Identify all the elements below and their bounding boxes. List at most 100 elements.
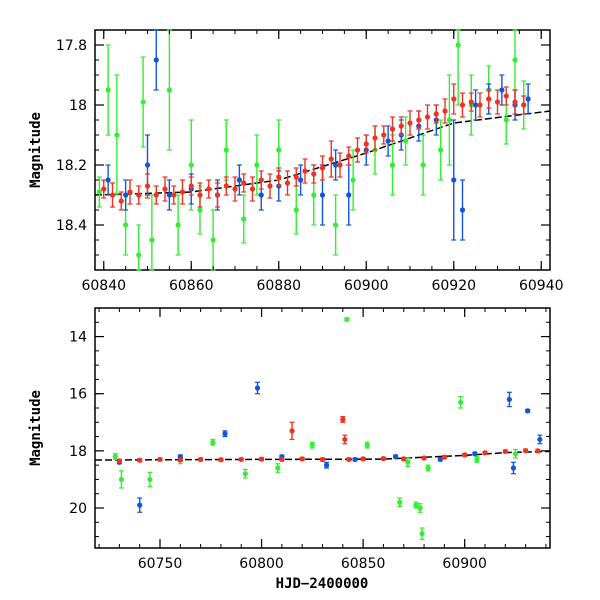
bottom-series-2-point-13 [342,434,348,445]
data-point-marker [512,99,518,105]
data-point-marker [389,162,396,168]
data-point-marker [346,456,352,463]
bottom-series-2-point-5 [218,457,224,463]
top-series-1-point-15 [385,125,391,157]
data-point-marker [512,57,518,63]
data-point-marker [114,132,120,138]
top-series-1-point-3 [153,29,159,91]
data-point-marker [319,165,326,171]
data-point-marker [218,457,224,463]
top-series-2-point-36 [416,110,422,130]
data-point-marker [385,138,391,144]
top-series-2-point-27 [337,152,343,178]
data-point-marker [149,237,155,243]
bottom-series-1-point-7 [352,456,358,463]
top-series-0-point-19 [350,149,356,211]
top-series-2-point-32 [381,125,387,145]
data-point-marker [140,99,146,105]
data-point-marker [416,117,422,123]
bottom-series-0-point-18 [512,448,519,459]
top-series-2-point-33 [389,116,396,142]
data-point-marker [175,222,181,228]
top-series-0-point-21 [389,134,396,196]
data-point-marker [309,442,315,448]
data-point-marker [166,87,172,93]
data-point-marker [328,156,334,162]
bottom-series-0-point-13 [417,503,423,513]
data-point-marker [506,396,512,403]
data-point-marker [101,186,107,192]
bottom-series-0-point-14 [419,527,425,541]
data-point-marker [474,456,480,463]
data-point-marker [241,216,247,222]
data-point-marker [446,117,452,123]
bottom-series-2-point-17 [401,456,407,462]
bottom-series-2-point-23 [523,447,529,454]
top-series-2-point-16 [241,173,247,193]
y-tick-label: 18.4 [56,218,87,234]
data-point-marker [344,316,350,323]
data-point-marker [472,451,478,457]
data-point-marker [293,207,299,213]
data-point-marker [451,177,457,183]
data-point-marker [512,451,519,457]
data-point-marker [433,111,439,117]
top-series-2-point-24 [311,164,317,184]
data-point-marker [147,476,153,483]
top-series-0-point-14 [254,134,260,196]
data-point-marker [197,192,203,198]
data-point-marker [401,456,407,462]
y-tick-label: 17.8 [56,38,87,54]
data-point-marker [279,456,285,463]
data-point-marker [118,476,125,483]
top-series-2-point-31 [372,125,378,151]
bottom-series-2-point-2 [157,456,163,463]
top-series-1-point-7 [236,164,242,196]
bottom-series-0-point-8 [344,316,350,323]
top-series-2-point-44 [486,89,492,109]
bottom-series-2-point-11 [319,456,326,463]
bottom-panel: 60750 60800 60850 60900 14 16 18 20 Magnitude H… [28,307,551,592]
top-series-2-point-22 [293,167,299,187]
data-point-marker [437,456,443,463]
top-series-1-point-4 [166,179,172,211]
bottom-series-1-point-11 [506,391,512,408]
data-point-marker [398,123,404,129]
top-points-layer [96,29,531,271]
data-point-marker [333,162,339,168]
data-point-marker [166,192,172,198]
data-point-marker [535,448,541,454]
data-point-marker [417,505,423,511]
data-point-marker [276,147,282,153]
data-point-marker [397,499,403,505]
top-series-2-point-0 [101,179,107,199]
data-point-marker [144,183,151,189]
data-point-marker [473,102,479,108]
top-series-0-point-4 [136,224,142,271]
data-point-marker [136,252,142,258]
bottom-series-0-point-6 [275,463,281,473]
data-point-marker [289,428,295,434]
data-point-marker [293,174,299,180]
data-point-marker [425,465,431,471]
top-series-2-point-35 [407,110,413,136]
top-series-2-point-28 [346,146,352,166]
data-point-marker [537,436,543,443]
data-point-marker [354,147,361,153]
data-point-marker [523,447,529,454]
data-point-marker [109,192,116,198]
bottom-series-2-point-21 [482,450,488,456]
top-series-2-point-21 [284,170,291,196]
bottom-series-2-point-12 [340,415,346,423]
data-point-marker [333,222,339,228]
data-point-marker [350,177,356,183]
data-point-marker [123,222,129,228]
data-point-marker [381,132,387,138]
bottom-x-axis-title: HJD−2400000 [276,576,369,592]
x-tick-label: 60920 [431,278,476,294]
top-series-1-point-0 [105,164,111,196]
data-point-marker [372,135,378,141]
bottom-series-0-point-7 [309,441,315,449]
top-series-2-point-23 [302,158,308,184]
